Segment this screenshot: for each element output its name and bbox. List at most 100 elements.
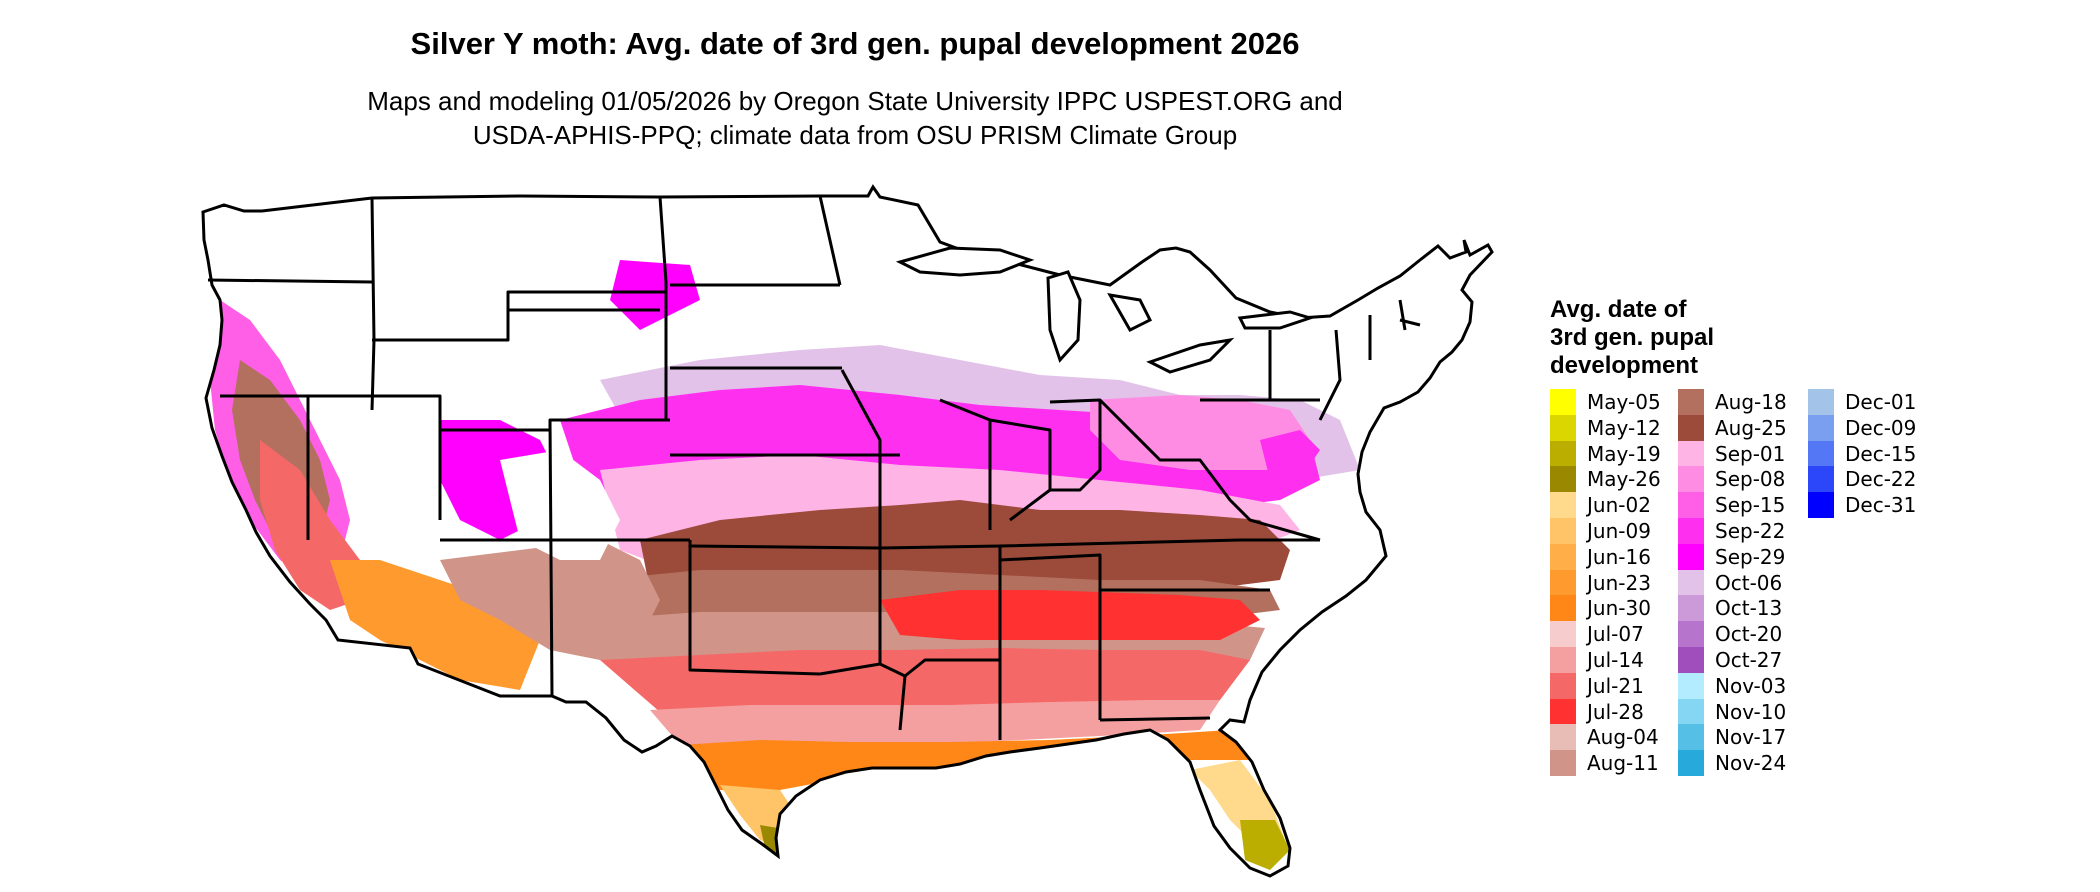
- legend-item: Nov-10: [1678, 698, 1787, 725]
- legend-item: Oct-06: [1678, 569, 1782, 596]
- legend-label: Jun-16: [1587, 544, 1651, 569]
- legend-swatch: [1678, 750, 1704, 777]
- legend-label: Nov-03: [1715, 673, 1787, 698]
- legend-item: Nov-17: [1678, 724, 1787, 751]
- legend-swatch: [1678, 672, 1704, 699]
- legend-item: Dec-15: [1808, 440, 1917, 467]
- legend-item: Dec-09: [1808, 414, 1916, 441]
- map-subtitle: Maps and modeling 01/05/2026 by Oregon S…: [0, 84, 1710, 152]
- legend-swatch: [1550, 672, 1576, 699]
- legend-item: Sep-15: [1678, 492, 1786, 519]
- legend-swatch: [1678, 647, 1704, 673]
- legend-swatch: [1678, 518, 1704, 544]
- legend-item: Jul-28: [1550, 698, 1644, 725]
- legend-label: Jun-09: [1587, 519, 1651, 543]
- legend-title: Avg. date of 3rd gen. pupal development: [1550, 296, 1714, 380]
- legend-title-line-1: Avg. date of: [1550, 296, 1687, 323]
- legend-swatch: [1678, 724, 1704, 751]
- coastline-outline: [201, 184, 1494, 878]
- legend-label: Sep-29: [1715, 544, 1786, 569]
- legend-label: Aug-18: [1715, 390, 1787, 414]
- legend-swatch: [1550, 492, 1576, 519]
- legend-swatch: [1808, 440, 1834, 467]
- map-title: Silver Y moth: Avg. date of 3rd gen. pup…: [410, 26, 1300, 61]
- legend-label: Sep-22: [1715, 519, 1786, 543]
- legend-swatch: [1678, 414, 1704, 441]
- legend-swatch: [1808, 389, 1834, 415]
- legend-item: Jul-21: [1550, 672, 1644, 699]
- legend-item: Sep-08: [1678, 466, 1786, 493]
- map-legend: Avg. date of 3rd gen. pupal development …: [1550, 296, 2070, 796]
- legend-label: Aug-11: [1587, 751, 1659, 776]
- legend-label: Sep-15: [1715, 493, 1786, 518]
- legend-swatch: [1808, 492, 1834, 519]
- legend-item: Aug-18: [1678, 389, 1787, 415]
- legend-label: Oct-13: [1715, 596, 1783, 621]
- legend-label: Nov-10: [1715, 699, 1787, 724]
- legend-label: May-05: [1587, 390, 1661, 414]
- legend-item: Aug-04: [1550, 724, 1659, 751]
- legend-item: Jul-14: [1550, 647, 1644, 673]
- legend-item: Nov-24: [1678, 750, 1787, 777]
- legend-item: Sep-29: [1678, 543, 1786, 570]
- legend-swatch: [1550, 389, 1576, 415]
- legend-item: Jun-23: [1550, 569, 1651, 596]
- legend-swatch: [1678, 569, 1704, 596]
- legend-label: Dec-31: [1845, 493, 1917, 518]
- legend-label: Jul-28: [1587, 699, 1644, 724]
- legend-item: Jun-02: [1550, 492, 1651, 519]
- legend-swatch: [1678, 543, 1704, 570]
- legend-swatch: [1678, 492, 1704, 519]
- legend-label: Nov-24: [1715, 751, 1787, 776]
- development-date-raster: [203, 187, 1492, 876]
- legend-label: Oct-27: [1715, 648, 1783, 672]
- legend-swatch: [1550, 569, 1576, 596]
- legend-swatch: [1678, 389, 1704, 415]
- legend-title-line-3: development: [1550, 352, 1699, 379]
- legend-swatch: [1550, 440, 1576, 467]
- legend-item: Sep-22: [1678, 518, 1785, 544]
- legend-item: Dec-31: [1808, 492, 1917, 519]
- legend-item: Jun-09: [1550, 518, 1651, 544]
- legend-item: Aug-11: [1550, 750, 1659, 777]
- legend-label: May-12: [1587, 415, 1661, 440]
- legend-item: May-19: [1550, 440, 1661, 467]
- us-map: [201, 184, 1494, 878]
- legend-swatch: [1550, 466, 1576, 493]
- legend-item: Oct-13: [1678, 595, 1783, 622]
- legend-item: Oct-20: [1678, 621, 1782, 648]
- legend-swatch: [1550, 698, 1576, 725]
- legend-title-line-2: 3rd gen. pupal: [1550, 324, 1715, 351]
- subtitle-line-1: Maps and modeling 01/05/2026 by Oregon S…: [367, 86, 1343, 116]
- great-lakes: [895, 246, 1315, 374]
- legend-swatch: [1550, 647, 1576, 673]
- legend-item: Dec-22: [1808, 466, 1916, 493]
- legend-label: Aug-25: [1715, 415, 1787, 440]
- legend-item: Aug-25: [1678, 414, 1787, 441]
- legend-label: Sep-08: [1715, 467, 1786, 492]
- legend-item: Jun-16: [1550, 543, 1651, 570]
- legend-swatch: [1678, 466, 1704, 493]
- legend-label: Aug-04: [1587, 725, 1659, 750]
- legend-swatch: [1808, 466, 1834, 493]
- legend-label: Jul-07: [1587, 622, 1644, 647]
- legend-label: Nov-17: [1715, 725, 1787, 750]
- legend-swatch: [1550, 595, 1576, 622]
- legend-swatch: [1550, 621, 1576, 648]
- legend-swatch: [1550, 518, 1576, 544]
- legend-item: May-12: [1550, 414, 1661, 441]
- legend-swatch: [1808, 414, 1834, 441]
- legend-label: Dec-01: [1845, 390, 1917, 414]
- legend-item: Sep-01: [1678, 440, 1785, 467]
- legend-item: Jun-30: [1550, 595, 1651, 622]
- legend-label: Dec-15: [1845, 441, 1917, 466]
- legend-label: Jun-02: [1587, 493, 1651, 518]
- legend-item: Dec-01: [1808, 389, 1916, 415]
- legend-label: Jun-30: [1587, 596, 1651, 621]
- legend-label: May-26: [1587, 467, 1661, 492]
- legend-label: Jul-21: [1587, 673, 1644, 698]
- subtitle-line-2: USDA-APHIS-PPQ; climate data from OSU PR…: [472, 120, 1238, 150]
- legend-swatch: [1678, 698, 1704, 725]
- legend-swatch: [1678, 621, 1704, 648]
- legend-swatch: [1678, 440, 1704, 467]
